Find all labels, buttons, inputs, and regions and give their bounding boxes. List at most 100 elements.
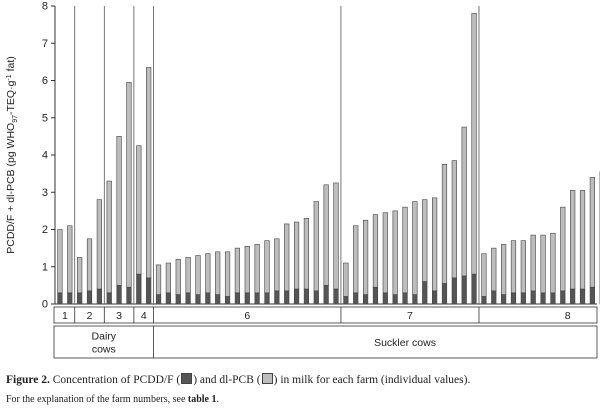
bar-pcddf-segment xyxy=(77,292,83,305)
y-axis-label-part: PCDD/F + dl-PCB (pg WHO xyxy=(5,123,17,254)
bar-dlpcb-segment xyxy=(402,206,408,294)
bar-pcddf-segment xyxy=(392,294,398,305)
y-tick-label: 4 xyxy=(42,150,48,162)
bar-pcddf-segment xyxy=(451,277,457,305)
y-axis-label-part: -TEQ·g xyxy=(5,80,17,115)
bar-pcddf-segment xyxy=(165,292,171,305)
bar-dlpcb-segment xyxy=(284,223,290,292)
bar-dlpcb-segment xyxy=(550,232,556,294)
bar-pcddf-segment xyxy=(382,292,388,305)
bar-pcddf-segment xyxy=(491,290,497,305)
bar-dlpcb-segment xyxy=(146,67,152,279)
bar-pcddf-segment xyxy=(422,281,428,305)
bar-dlpcb-segment xyxy=(303,218,310,290)
pcb-swatch-icon xyxy=(261,373,273,384)
bar-pcddf-segment xyxy=(86,290,93,305)
bar-pcddf-segment xyxy=(264,292,270,305)
bar-pcddf-segment xyxy=(234,292,241,305)
farm-number-label: 7 xyxy=(407,310,413,322)
bar-dlpcb-segment xyxy=(362,219,369,295)
farm-number-row xyxy=(53,306,598,324)
farm-number-label: 1 xyxy=(62,310,68,322)
bar-dlpcb-segment xyxy=(372,214,379,288)
bar-pcddf-segment xyxy=(224,296,231,305)
bar-pcddf-segment xyxy=(362,294,369,305)
bar-pcddf-segment xyxy=(501,294,507,305)
farm-number-label: 4 xyxy=(141,310,147,322)
bar-dlpcb-segment xyxy=(195,255,201,295)
y-tick-label: 2 xyxy=(42,224,48,236)
bar-pcddf-segment xyxy=(116,285,122,305)
bar-dlpcb-segment xyxy=(136,145,142,275)
bar-pcddf-segment xyxy=(215,294,221,305)
bar-dlpcb-segment xyxy=(293,221,300,290)
bar-dlpcb-segment xyxy=(501,244,507,295)
bar-dlpcb-segment xyxy=(422,199,428,282)
bar-pcddf-segment xyxy=(333,288,339,305)
bar-dlpcb-segment xyxy=(382,212,388,294)
bar-pcddf-segment xyxy=(343,296,349,305)
bar-pcddf-segment xyxy=(579,288,586,305)
bar-pcddf-segment xyxy=(146,277,152,305)
y-axis-label-part: fat) xyxy=(5,56,17,74)
bar-dlpcb-segment xyxy=(77,257,83,294)
cow-group-label: Dairy cows xyxy=(92,331,117,356)
farm-number-label: 3 xyxy=(116,310,122,322)
farm-number-label: 8 xyxy=(565,310,571,322)
bar-dlpcb-segment xyxy=(165,262,171,294)
bar-pcddf-segment xyxy=(293,288,300,305)
stacked-bar-chart: 0 1 2 3 4 5 6 7 8 PCDD/F + dl-PCB (pg WHO97-TEQ·g… xyxy=(5,1,600,359)
bar-dlpcb-segment xyxy=(570,190,576,290)
bar-dlpcb-segment xyxy=(175,258,181,295)
bar-pcddf-segment xyxy=(520,292,526,305)
y-tick-label: 6 xyxy=(42,75,48,87)
caption-line: Figure 2. Concentration of PCDD/F ( ) and… xyxy=(6,373,596,388)
bar-pcddf-segment xyxy=(313,290,319,305)
y-axis-label: PCDD/F + dl-PCB (pg WHO97-TEQ·g-1 fat) xyxy=(5,56,19,254)
bar-dlpcb-segment xyxy=(451,160,457,279)
caption-text-middle: ) and dl-PCB ( xyxy=(193,374,261,386)
bar-dlpcb-segment xyxy=(244,245,250,294)
bar-pcddf-segment xyxy=(550,292,556,305)
bar-pcddf-segment xyxy=(481,296,487,305)
bar-pcddf-segment xyxy=(372,286,379,305)
bar-pcddf-segment xyxy=(471,273,477,305)
bar-dlpcb-segment xyxy=(274,238,280,292)
bar-dlpcb-segment xyxy=(234,247,241,294)
bar-dlpcb-segment xyxy=(106,180,112,294)
figure-caption: Figure 2. Concentration of PCDD/F ( ) and… xyxy=(6,373,596,407)
bar-pcddf-segment xyxy=(136,273,142,305)
table-reference: table 1 xyxy=(187,394,217,405)
y-tick-label: 1 xyxy=(42,261,48,273)
bar-dlpcb-segment xyxy=(510,240,517,294)
y-tick-label: 7 xyxy=(42,38,48,50)
bar-pcddf-segment xyxy=(175,294,181,305)
bar-pcddf-segment xyxy=(284,290,290,305)
bar-pcddf-segment xyxy=(412,294,418,305)
cow-group-label: Suckler cows xyxy=(374,337,436,349)
cow-group-label-line: Suckler cows xyxy=(374,337,436,349)
bar-dlpcb-segment xyxy=(471,13,477,275)
bar-dlpcb-segment xyxy=(313,201,319,292)
bar-dlpcb-segment xyxy=(155,264,162,295)
bar-dlpcb-segment xyxy=(353,225,359,294)
bar-dlpcb-segment xyxy=(481,253,487,297)
bar-dlpcb-segment xyxy=(530,234,536,292)
y-tick-label: 0 xyxy=(42,299,48,311)
bar-pcddf-segment xyxy=(254,292,260,305)
bar-dlpcb-segment xyxy=(185,257,191,294)
bar-dlpcb-segment xyxy=(224,251,231,297)
cow-group-label-line: cows xyxy=(92,344,116,356)
figure-label: Figure 2. xyxy=(6,374,50,386)
farm-number-label: 2 xyxy=(87,310,93,322)
bar-dlpcb-segment xyxy=(540,234,546,294)
bar-dlpcb-segment xyxy=(412,201,418,295)
caption-text-before: Concentration of PCDD/F ( xyxy=(49,374,181,386)
bar-pcddf-segment xyxy=(155,294,162,305)
bar-dlpcb-segment xyxy=(520,240,526,294)
bar-pcddf-segment xyxy=(274,290,280,305)
bar-dlpcb-segment xyxy=(254,244,260,294)
bar-pcddf-segment xyxy=(530,290,536,305)
bar-dlpcb-segment xyxy=(126,82,132,288)
bar-pcddf-segment xyxy=(195,294,201,305)
